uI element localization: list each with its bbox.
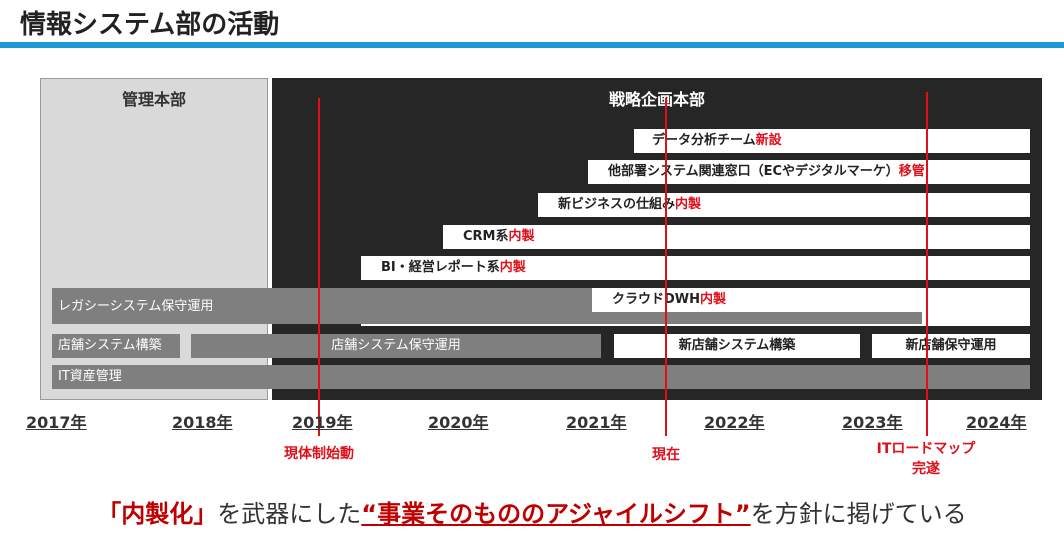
roadmap-marker-label-1: ITロードマップ [876,441,976,457]
admin-division-title: 管理本部 [121,90,186,109]
year-label: 2018年 [172,413,233,432]
task-label-liaison: 他部署システム関連窓口（ECやデジタルマーケ）移管 [608,164,925,179]
new-store-ops-bar [872,334,1030,358]
legacy-bar [52,288,592,324]
roadmap-marker-label-2: 完遂 [912,461,940,477]
now-marker-label: 現在 [652,447,680,463]
page-title: 情報システム部の活動 [20,10,280,40]
it-asset-label: IT資産管理 [58,369,122,384]
task-label-crm: CRM系内製 [463,229,535,244]
start-marker-label: 現体制始動 [284,446,354,462]
task-bar-bi [361,256,1030,280]
task-label-new-business: 新ビジネスの仕組み内製 [558,197,702,212]
task-bar-new-business [538,193,1030,217]
new-store-build-bar [614,334,860,358]
strategy-division-title: 戦略企画本部 [608,90,705,109]
task-label-bi: BI・経営レポート系内製 [381,260,526,275]
legacy-bar-tail [592,312,922,324]
year-label: 2020年 [428,413,489,432]
legacy-label: レガシーシステム保守運用 [58,299,214,314]
year-label: 2021年 [566,413,627,432]
year-label: 2023年 [842,413,903,432]
start-marker-line [318,98,320,436]
policy-statement: 「内製化」を武器にした“事業そのもののアジャイルシフト”を方針に掲げている [97,500,967,528]
task-bar-liaison [588,160,1030,184]
task-bar-crm [443,225,1030,249]
task-label-data-team: データ分析チーム新設 [652,133,782,148]
task-bar-data-team [634,129,1030,153]
year-label: 2017年 [26,413,87,432]
roadmap-marker-line [926,92,928,436]
year-label: 2019年 [292,413,353,432]
year-label: 2024年 [966,413,1027,432]
title-underline [0,42,1064,48]
store-ops-bar [191,334,601,358]
it-asset-bar [52,365,1030,389]
year-label: 2022年 [704,413,765,432]
store-ops-label: 店舗システム保守運用 [331,338,461,353]
now-marker-line [665,98,667,436]
store-build-bar [52,334,180,358]
task-label-cloud-dwh: クラウドDWH内製 [612,292,727,307]
new-store-build-label: 新店舗システム構築 [678,338,796,353]
new-store-ops-label: 新店舗保守運用 [905,338,997,353]
store-build-label: 店舗システム構築 [58,338,162,353]
